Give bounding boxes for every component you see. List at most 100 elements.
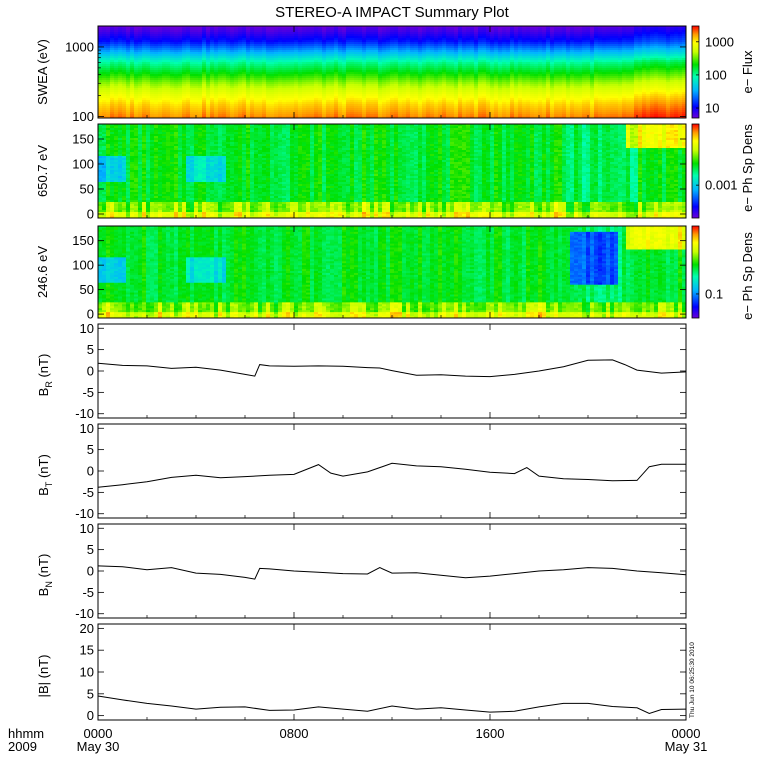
heatmap-cell [270, 68, 275, 71]
heatmap-cell [478, 52, 483, 55]
heatmap-cell [342, 88, 347, 91]
heatmap-cell [398, 62, 403, 65]
heatmap-cell [238, 42, 243, 45]
heatmap-cell [338, 58, 343, 61]
heatmap-cell [238, 90, 243, 93]
heatmap-cell [394, 52, 399, 55]
heatmap-cell [458, 100, 463, 103]
heatmap-cell [358, 46, 363, 49]
heatmap-cell [418, 94, 423, 97]
heatmap-cell [358, 42, 363, 45]
heatmap-cell [254, 100, 259, 103]
heatmap-cell [222, 42, 227, 45]
heatmap-cell [218, 110, 223, 113]
heatmap-cell [226, 52, 231, 55]
heatmap-cell [310, 58, 315, 61]
heatmap-cell [110, 90, 115, 93]
heatmap-cell [282, 96, 287, 99]
heatmap-cell [146, 104, 151, 107]
heatmap-cell [254, 104, 259, 107]
heatmap-cell [302, 40, 307, 43]
heatmap-cell [522, 94, 527, 97]
heatmap-cell [498, 76, 503, 79]
heatmap-cell [434, 88, 439, 91]
heatmap-cell [498, 26, 503, 29]
heatmap-cell [218, 54, 223, 57]
heatmap-cell [382, 82, 387, 85]
heatmap-cell [106, 46, 111, 49]
heatmap-cell [366, 32, 371, 35]
heatmap-cell [286, 50, 291, 53]
heatmap-cell [250, 54, 255, 57]
heatmap-cell [226, 30, 231, 33]
heatmap-cell [510, 34, 515, 37]
heatmap-cell [322, 64, 327, 67]
heatmap-cell [194, 50, 199, 53]
heatmap-cell [502, 64, 507, 67]
heatmap-cell [398, 76, 403, 79]
heatmap-cell [206, 84, 211, 87]
heatmap-cell [194, 112, 199, 115]
heatmap-cell [190, 58, 195, 61]
heatmap-cell [270, 42, 275, 45]
heatmap-cell [270, 114, 275, 117]
heatmap-cell [118, 82, 123, 85]
heatmap-cell [298, 94, 303, 97]
heatmap-cell [218, 34, 223, 37]
heatmap-cell [362, 48, 367, 51]
heatmap-cell [318, 74, 323, 77]
heatmap-cell [498, 86, 503, 89]
heatmap-cell [218, 64, 223, 67]
heatmap-cell [230, 58, 235, 61]
heatmap-cell [454, 28, 459, 31]
heatmap-cell [450, 56, 455, 59]
heatmap-cell [314, 58, 319, 61]
heatmap-cell [374, 116, 379, 118]
heatmap-cell [194, 34, 199, 37]
heatmap-cell [234, 78, 239, 81]
heatmap-cell [122, 96, 127, 99]
heatmap-cell [442, 94, 447, 97]
heatmap-cell [158, 90, 163, 93]
heatmap-cell [186, 40, 191, 43]
heatmap-cell [486, 52, 491, 55]
heatmap-cell [458, 98, 463, 101]
heatmap-cell [506, 68, 511, 71]
heatmap-cell [346, 68, 351, 71]
heatmap-cell [310, 112, 315, 115]
heatmap-cell [314, 62, 319, 65]
heatmap-cell [478, 50, 483, 53]
heatmap-cell [418, 84, 423, 87]
heatmap-cell [330, 68, 335, 71]
heatmap-cell [150, 56, 155, 59]
heatmap-cell [394, 54, 399, 57]
heatmap-cell [394, 60, 399, 63]
heatmap-cell [138, 28, 143, 31]
heatmap-cell [306, 82, 311, 85]
heatmap-cell [198, 96, 203, 99]
heatmap-cell [238, 82, 243, 85]
heatmap-cell [270, 70, 275, 73]
heatmap-cell [338, 116, 343, 118]
heatmap-cell [218, 38, 223, 41]
heatmap-cell [398, 28, 403, 31]
heatmap-cell [506, 104, 511, 107]
heatmap-cell [198, 30, 203, 33]
heatmap-cell [162, 54, 167, 57]
heatmap-cell [466, 46, 471, 49]
heatmap-cell [494, 42, 499, 45]
heatmap-cell [474, 52, 479, 55]
heatmap-cell [354, 50, 359, 53]
heatmap-cell [418, 82, 423, 85]
heatmap-cell [170, 54, 175, 57]
heatmap-cell [414, 98, 419, 101]
heatmap-cell [110, 58, 115, 61]
heatmap-cell [158, 72, 163, 75]
heatmap-cell [166, 114, 171, 117]
heatmap-cell [126, 54, 131, 57]
heatmap-cell [370, 70, 375, 73]
heatmap-cell [198, 104, 203, 107]
heatmap-cell [306, 88, 311, 91]
heatmap-cell [206, 62, 211, 65]
heatmap-cell [146, 58, 151, 61]
